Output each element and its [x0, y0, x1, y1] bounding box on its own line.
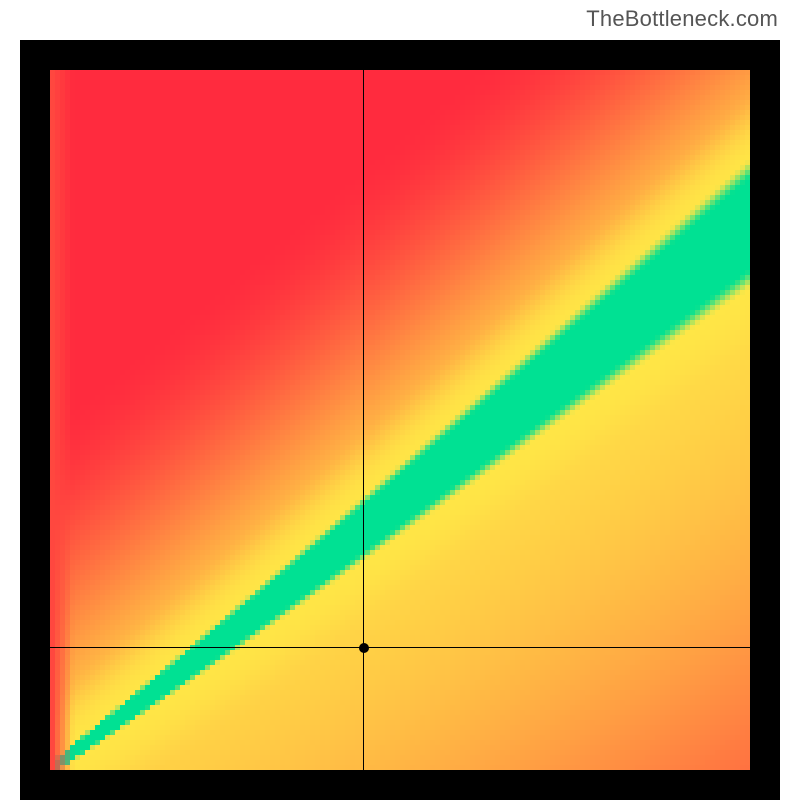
crosshair-vertical — [363, 70, 364, 770]
plot-area — [50, 70, 750, 770]
plot-frame — [20, 40, 780, 800]
marker-point — [359, 643, 369, 653]
chart-container: TheBottleneck.com — [0, 0, 800, 800]
crosshair-horizontal — [50, 647, 750, 648]
heatmap-canvas — [50, 70, 750, 770]
watermark-text: TheBottleneck.com — [586, 6, 778, 32]
